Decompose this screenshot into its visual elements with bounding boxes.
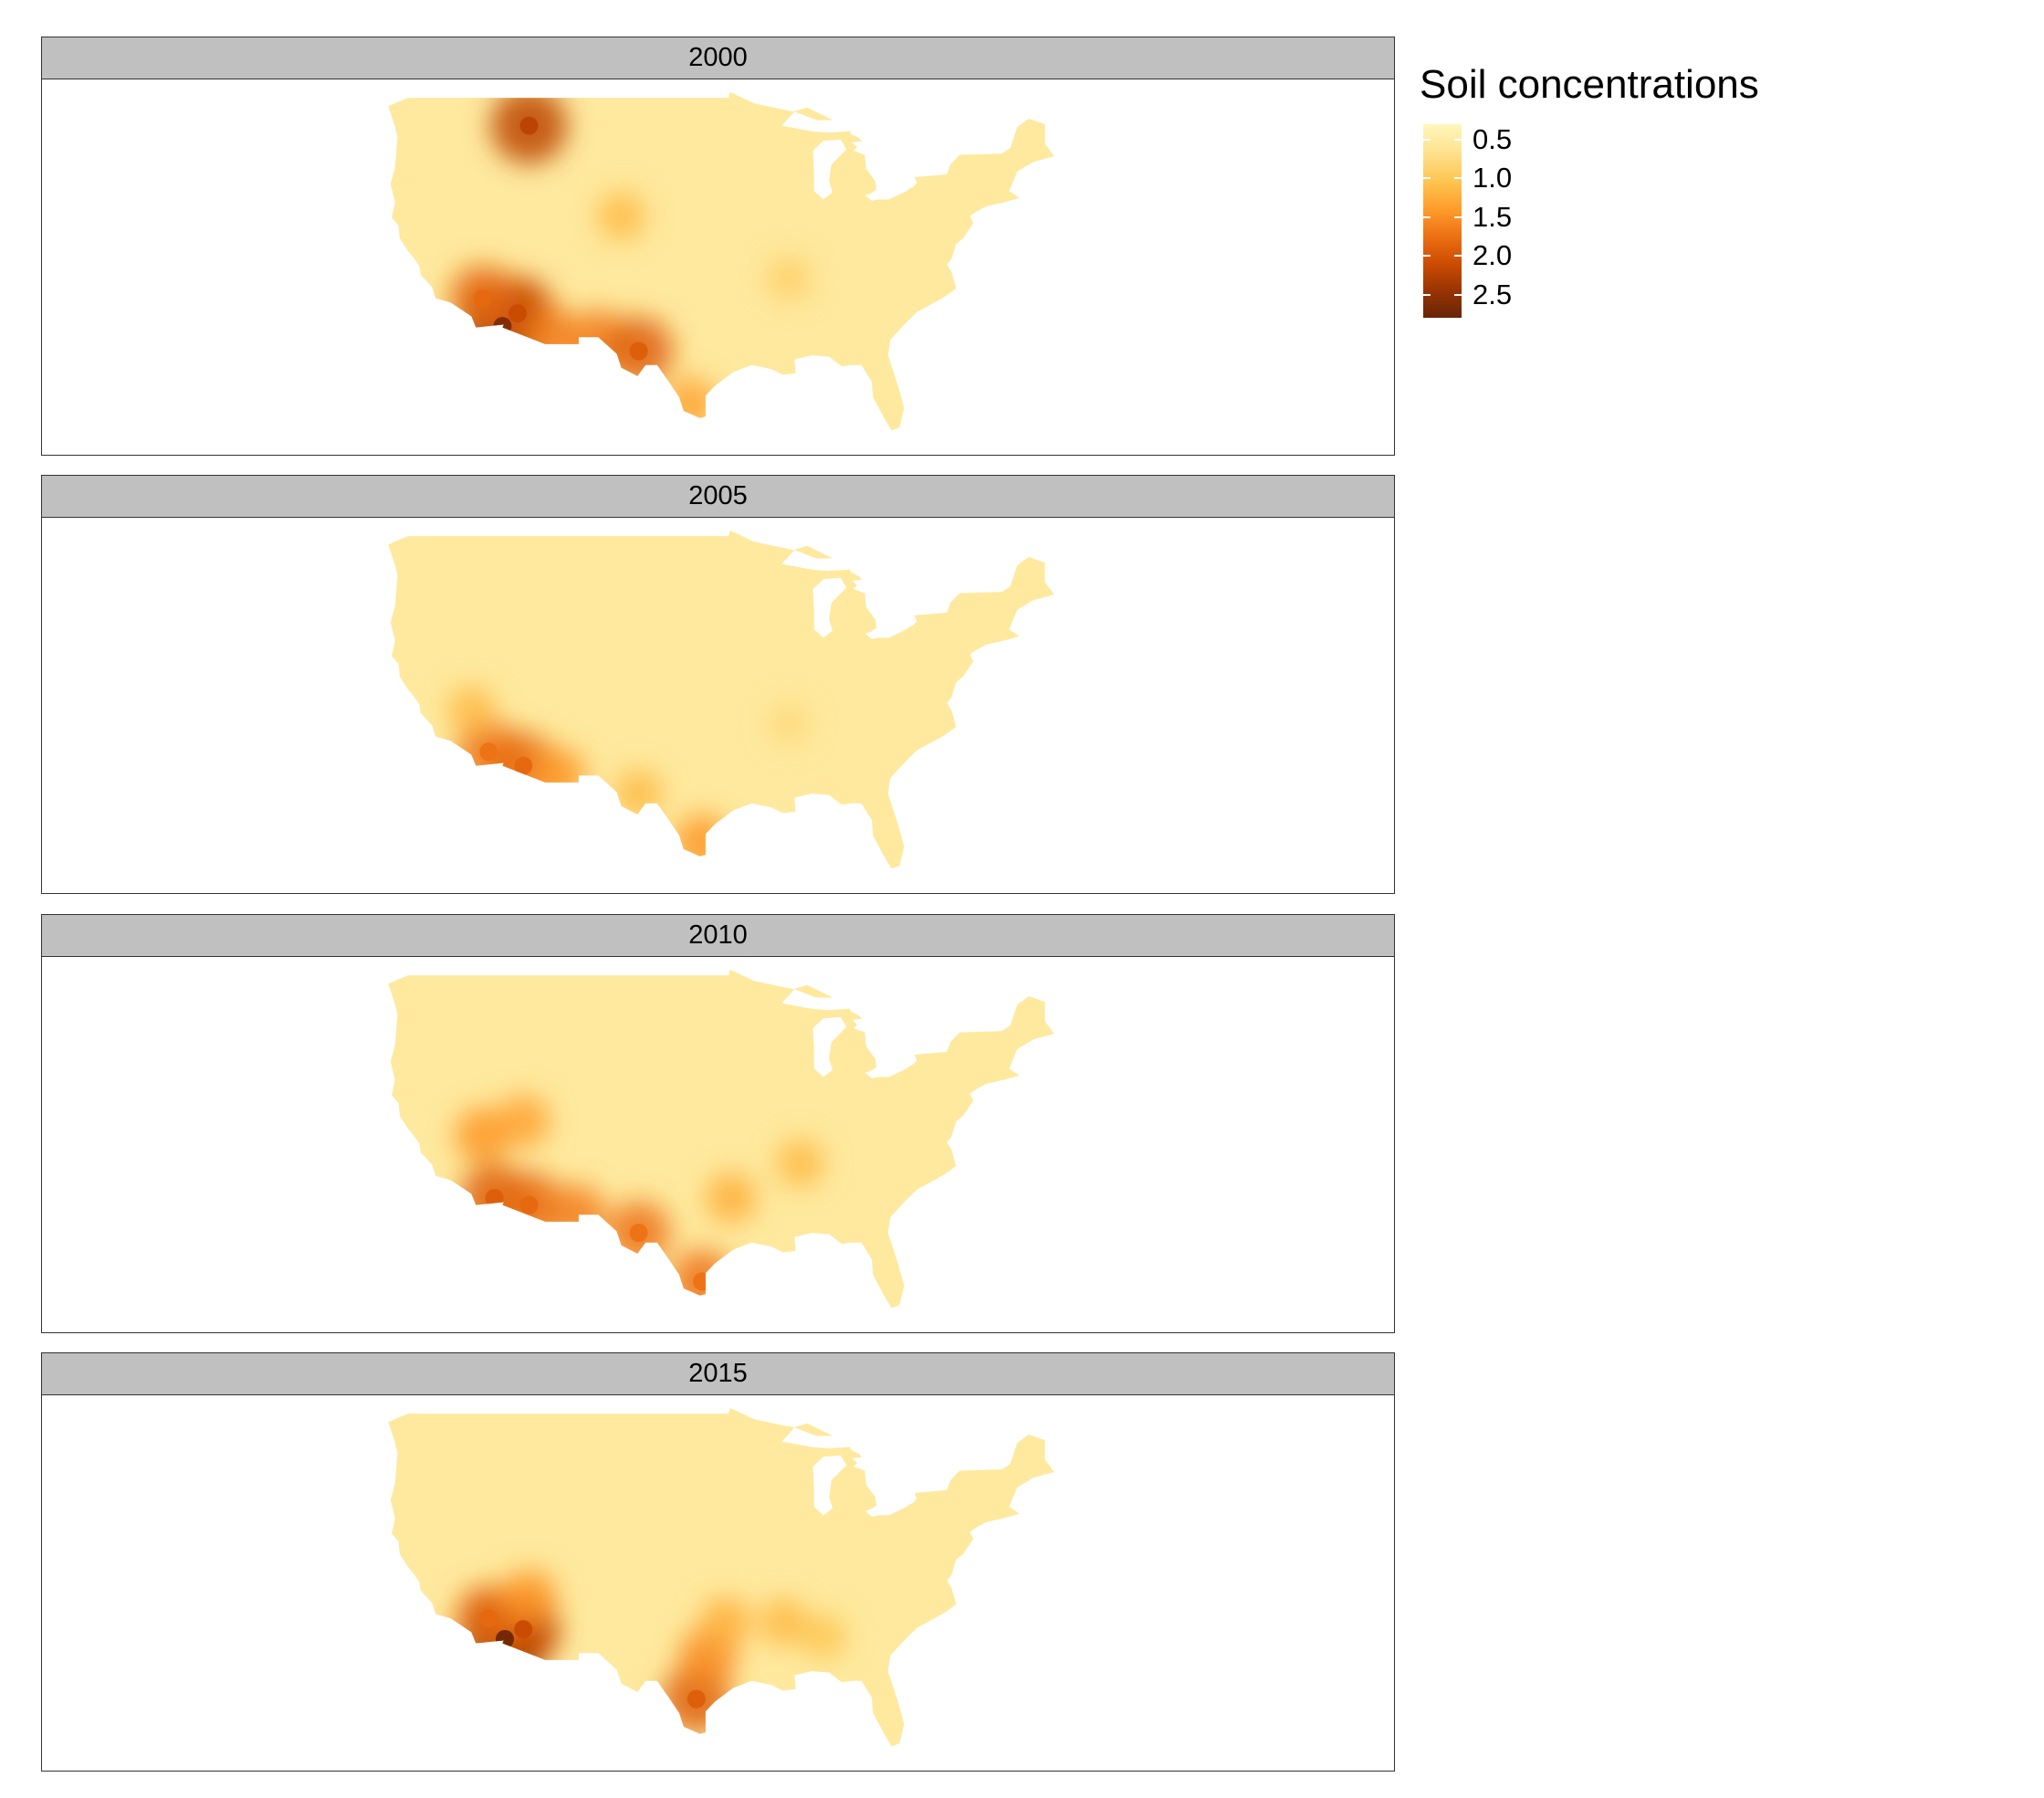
concentration-hotspot — [674, 814, 730, 869]
great-lake — [906, 604, 948, 615]
great-lake — [781, 989, 852, 1011]
concentration-hotspot — [705, 1172, 757, 1224]
concentration-peak — [514, 756, 533, 775]
concentration-hotspot — [768, 703, 810, 745]
map-frame — [41, 79, 1395, 456]
legend-tick-mark — [1454, 138, 1462, 141]
legend-tick-mark — [1454, 255, 1462, 258]
facet-strip-label: 2010 — [41, 914, 1395, 957]
concentration-peak — [473, 289, 492, 308]
facet-panel-2000: 2000 — [41, 37, 1395, 456]
concentration-peak — [687, 1689, 706, 1709]
great-lake — [865, 1060, 917, 1078]
us-landmass — [388, 970, 1054, 1309]
us-landmass — [388, 92, 1054, 431]
legend-tick-mark — [1454, 216, 1462, 218]
legend-tick-label: 2.0 — [1473, 239, 1513, 272]
concentration-peak — [693, 1272, 712, 1291]
concentration-peak — [519, 116, 539, 135]
legend-tick-label: 1.5 — [1473, 200, 1513, 233]
legend-color-ramp — [1423, 124, 1462, 318]
choropleth-map — [388, 970, 1054, 1309]
great-lake — [906, 1043, 948, 1055]
concentration-peak — [508, 304, 527, 323]
facet-strip-label: 2015 — [41, 1352, 1395, 1395]
concentration-peak — [479, 742, 498, 762]
us-landmass — [388, 531, 1054, 869]
concentration-hotspot — [776, 1139, 824, 1188]
facet-strip-label: 2005 — [41, 475, 1395, 518]
choropleth-map — [388, 92, 1054, 431]
great-lake — [865, 183, 917, 201]
great-lake — [852, 1456, 886, 1496]
legend-tick-label: 1.0 — [1473, 162, 1513, 195]
legend-tick-mark — [1454, 293, 1462, 296]
legend-tick-mark — [1423, 216, 1431, 218]
concentration-hotspot — [446, 686, 496, 734]
map-frame — [41, 1395, 1395, 1772]
concentration-hotspot — [800, 1614, 846, 1659]
concentration-peak — [629, 1224, 648, 1243]
map-frame — [41, 957, 1395, 1333]
legend-tick-label: 0.5 — [1473, 122, 1513, 155]
great-lake — [812, 139, 847, 200]
facet-strip-label: 2000 — [41, 37, 1395, 79]
great-lake — [781, 1427, 852, 1449]
facet-panel-2010: 2010 — [41, 914, 1395, 1333]
concentration-hotspot — [767, 257, 811, 300]
legend-tick-mark — [1423, 293, 1431, 296]
great-lake — [812, 577, 847, 638]
choropleth-map — [388, 1408, 1054, 1747]
map-frame — [41, 518, 1395, 894]
concentration-hotspot — [500, 1569, 558, 1625]
great-lake — [865, 1498, 917, 1517]
concentration-peak — [479, 1609, 498, 1628]
choropleth-map — [388, 531, 1054, 869]
concentration-hotspot — [759, 1598, 807, 1647]
great-lake — [906, 165, 948, 177]
concentration-hotspot — [497, 1094, 550, 1149]
great-lake — [865, 621, 917, 639]
facet-panel-2015: 2015 — [41, 1352, 1395, 1772]
great-lake — [906, 1481, 948, 1493]
great-lake — [812, 1455, 847, 1516]
us-landmass — [388, 1408, 1054, 1747]
facet-panel-2005: 2005 — [41, 475, 1395, 894]
legend-tick-mark — [1423, 138, 1431, 141]
concentration-hotspot — [664, 377, 718, 431]
concentration-hotspot — [597, 192, 645, 241]
great-lake — [812, 1016, 847, 1078]
legend-tick-label: 2.5 — [1473, 278, 1513, 310]
concentration-peak — [496, 1630, 514, 1648]
concentration-peak — [519, 1195, 539, 1214]
concentration-hotspot — [699, 1596, 751, 1648]
concentration-hotspot — [614, 769, 663, 818]
legend-tick-mark — [1423, 177, 1431, 180]
great-lake — [852, 1018, 886, 1057]
concentration-hotspot — [544, 1183, 606, 1246]
legend-tick-mark — [1423, 255, 1431, 258]
great-lake — [781, 550, 852, 572]
great-lake — [852, 141, 886, 180]
great-lake — [852, 579, 886, 618]
concentration-peak — [485, 1189, 504, 1207]
legend: Soil concentrations 0.5 1.0 1.5 2.0 2.5 — [1420, 62, 1759, 318]
concentration-peak — [629, 342, 648, 361]
legend-title: Soil concentrations — [1420, 62, 1759, 107]
concentration-hotspot — [529, 747, 586, 804]
great-lake — [781, 111, 852, 133]
legend-tick-mark — [1454, 177, 1462, 180]
concentration-peak — [514, 1620, 533, 1639]
concentration-peak — [493, 317, 512, 336]
